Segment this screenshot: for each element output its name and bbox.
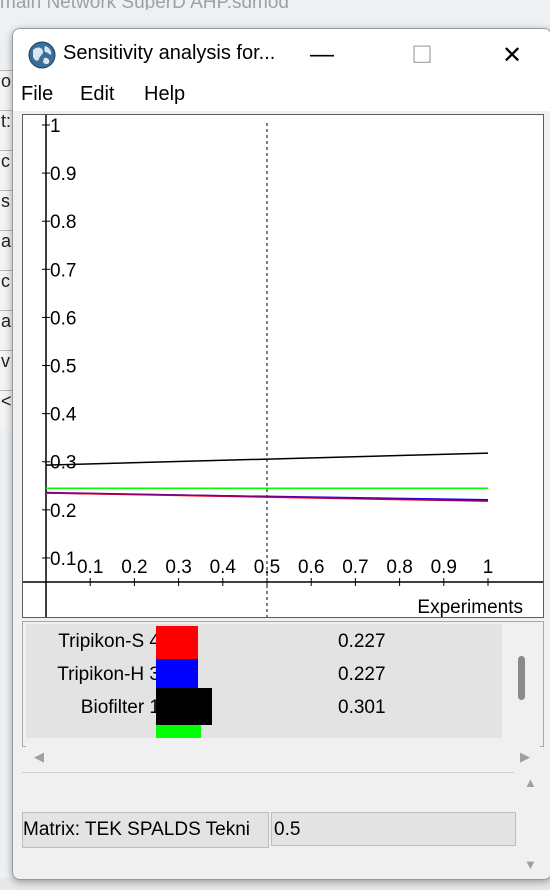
title-bar[interactable]: Sensitivity analysis for... — ☐ ✕ <box>13 29 550 81</box>
menu-edit[interactable]: Edit <box>80 83 115 105</box>
matrix-vertical-scrollbar[interactable]: ▲ ▼ <box>522 772 542 877</box>
window-title: Sensitivity analysis for... <box>63 42 276 64</box>
minimize-icon: — <box>310 41 334 68</box>
legend-name: Biofilter 1 <box>80 697 160 718</box>
x-tick-label: 0.7 <box>342 557 368 578</box>
scroll-up-icon[interactable]: ▲ <box>524 775 537 790</box>
background-glyph: c <box>0 150 17 179</box>
divider <box>22 772 514 773</box>
matrix-area: Matrix: TEK SPALDS Tekni 0.5 ▲ ▼ <box>22 772 542 877</box>
series-line <box>45 452 489 466</box>
x-tick-label: 0.3 <box>165 557 191 578</box>
background-glyph: s <box>0 190 17 219</box>
menu-help[interactable]: Help <box>144 83 186 105</box>
matrix-value-field[interactable]: 0.5 <box>271 812 516 846</box>
globe-icon <box>28 41 56 69</box>
x-tick-label: 0.2 <box>121 557 147 578</box>
y-tick-label: 0.2 <box>50 501 76 522</box>
background-glyph: < <box>0 390 17 419</box>
y-tick-label: 0.9 <box>50 164 76 185</box>
y-tick-label: 0.1 <box>50 549 76 570</box>
maximize-button[interactable]: ☐ <box>389 29 455 81</box>
menu-bar: File Edit Help <box>13 81 550 111</box>
scroll-right-icon[interactable]: ▶ <box>520 749 530 764</box>
x-axis-label: Experiments <box>417 597 523 617</box>
background-glyph: c <box>0 270 17 299</box>
x-tick-label: 0.8 <box>386 557 412 578</box>
minimize-button[interactable]: — <box>289 29 355 81</box>
close-icon: ✕ <box>501 41 523 69</box>
x-tick-label: 1 <box>483 557 494 578</box>
background-glyph: t: <box>0 110 17 139</box>
legend-row[interactable] <box>26 725 502 738</box>
legend-value: 0.301 <box>338 697 386 718</box>
sensitivity-chart[interactable]: 0.1 0.2 0.3 0.4 0.5 0.6 0.7 0.8 0.9 1 0.1 0.2 0.3 0.4… <box>22 114 544 618</box>
legend-vertical-scrollbar[interactable] <box>503 624 539 738</box>
legend-name: Tripikon-H 3 <box>57 664 160 685</box>
y-tick-label: 0.4 <box>50 405 77 426</box>
background-bottom-strip <box>0 878 550 890</box>
y-tick-label: 0.7 <box>50 260 76 281</box>
legend-horizontal-scrollbar[interactable]: ◀ ▶ <box>26 744 540 770</box>
legend-swatch <box>156 626 198 663</box>
series-line <box>45 491 489 502</box>
y-tick-label: 0.3 <box>50 453 76 474</box>
background-glyph: a <box>0 310 17 339</box>
matrix-label: Matrix: TEK SPALDS Tekni <box>22 812 269 848</box>
legend-name: Tripikon-S 4 <box>58 631 160 652</box>
legend-value: 0.227 <box>338 631 386 652</box>
sensitivity-window: Sensitivity analysis for... — ☐ ✕ File E… <box>12 28 550 880</box>
background-glyph: o <box>0 70 17 99</box>
x-tick-label: 0.4 <box>210 557 237 578</box>
close-button[interactable]: ✕ <box>479 29 545 81</box>
scrollbar-thumb[interactable] <box>518 656 525 700</box>
legend-panel: Tripikon-S 4 0.227 Tripikon-H 3 0.227 Biofil… <box>22 621 544 770</box>
legend-list: Tripikon-S 4 0.227 Tripikon-H 3 0.227 Biofil… <box>26 624 502 738</box>
scroll-left-icon[interactable]: ◀ <box>34 749 44 764</box>
y-tick-label: 1 <box>50 116 61 137</box>
y-tick-label: 0.8 <box>50 212 76 233</box>
legend-row[interactable]: Tripikon-H 3 0.227 <box>26 659 502 696</box>
background-glyph: v <box>0 350 17 379</box>
legend-value: 0.227 <box>338 664 386 685</box>
maximize-icon: ☐ <box>411 41 433 69</box>
x-tick-label: 0.9 <box>431 557 457 578</box>
legend-swatch <box>156 688 212 725</box>
x-tick-label: 0.1 <box>77 557 103 578</box>
background-glyph: a <box>0 230 17 259</box>
background-window-title: main Network SuperD AHP.sdmod <box>0 0 550 10</box>
legend-row[interactable]: Tripikon-S 4 0.227 <box>26 626 502 663</box>
legend-row[interactable]: Biofilter 1 0.301 <box>26 688 502 725</box>
scroll-down-icon[interactable]: ▼ <box>524 857 537 872</box>
chart-svg: 0.1 0.2 0.3 0.4 0.5 0.6 0.7 0.8 0.9 1 0.1 0.2 0.3 0.4… <box>23 115 543 618</box>
legend-swatch <box>156 725 201 738</box>
y-tick-label: 0.5 <box>50 357 76 378</box>
y-tick-label: 0.6 <box>50 308 76 329</box>
menu-file[interactable]: File <box>21 83 54 105</box>
x-tick-label: 0.6 <box>298 557 324 578</box>
